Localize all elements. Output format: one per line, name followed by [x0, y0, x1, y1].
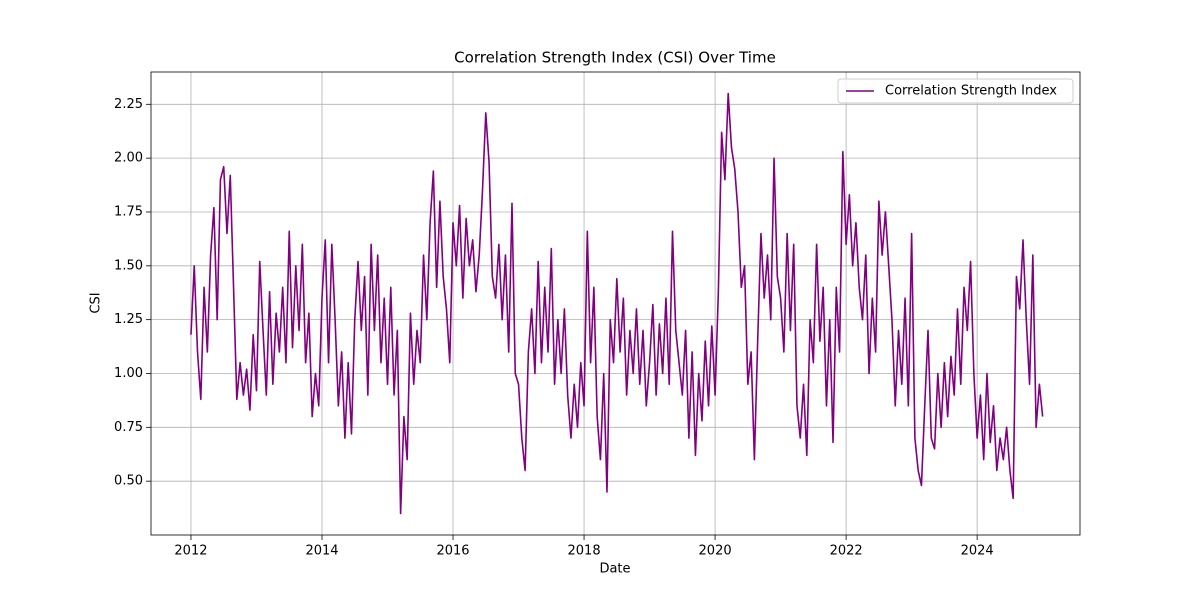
x-tick-label: 2014	[305, 544, 338, 559]
legend-label: Correlation Strength Index	[885, 84, 1057, 99]
y-tick-label: 1.25	[114, 312, 143, 327]
x-tick-label: 2020	[699, 544, 732, 559]
y-tick-label: 0.50	[114, 474, 143, 489]
y-tick-label: 1.50	[114, 258, 143, 273]
x-tick-label: 2022	[830, 544, 863, 559]
data-line	[190, 92, 1044, 515]
y-tick-label: 1.00	[114, 366, 143, 381]
x-tick-label: 2016	[436, 544, 469, 559]
y-tick-label: 2.00	[114, 151, 143, 166]
x-tick-label: 2024	[961, 544, 994, 559]
legend-box	[837, 78, 1074, 104]
y-tick-label: 0.75	[114, 420, 143, 435]
chart-title: Correlation Strength Index (CSI) Over Ti…	[454, 49, 776, 67]
axes-frame	[150, 71, 1081, 536]
x-axis-label: Date	[599, 562, 630, 577]
y-tick-label: 1.75	[114, 204, 143, 219]
x-tick-label: 2012	[174, 544, 207, 559]
y-tick-label: 2.25	[114, 97, 143, 112]
x-tick-label: 2018	[568, 544, 601, 559]
y-axis-label: CSI	[89, 292, 104, 313]
